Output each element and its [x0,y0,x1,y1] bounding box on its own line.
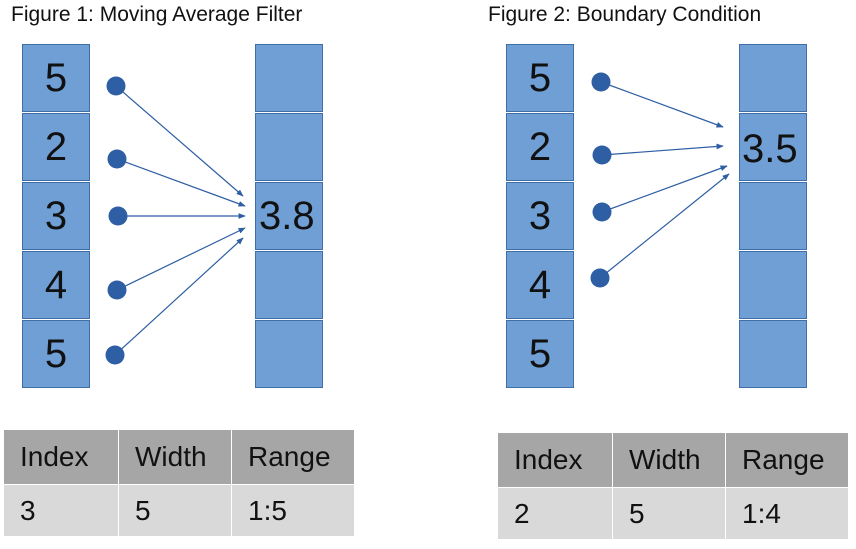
table-cell: 1:4 [725,487,849,540]
table-cell: 5 [118,484,232,537]
table-header-cell: Index [3,429,119,485]
figure2-output-cell [739,251,807,319]
source-dot [592,202,612,222]
arrow [114,237,244,356]
arrow [601,165,728,213]
table-cell: 5 [612,487,726,540]
table-header-cell: Index [497,432,613,488]
figure1-output-value: 3.8 [259,194,315,238]
arrow [116,158,246,207]
arrow [600,81,724,128]
figure2-output-cell [739,113,807,181]
figure2-title: Figure 2: Boundary Condition [488,3,762,26]
figure2-input-cell: 2 [506,113,574,181]
source-dot [591,72,611,92]
table-header-cell: Range [231,429,355,485]
source-dot [590,268,610,288]
figure1-input-cell: 3 [22,182,90,250]
figure1-input-cell: 5 [22,44,90,112]
figure2-input-cell: 3 [506,182,574,250]
figure1-table: Index Width Range 3 5 1:5 [3,429,355,537]
figure2-output-value: 3.5 [742,127,798,171]
figure1-input-cell: 2 [22,113,90,181]
table-header-cell: Range [725,432,849,488]
figure2-input-cell: 5 [506,44,574,112]
figure1-arrows [105,76,246,365]
table-cell: 3 [3,484,119,537]
figure2-output-cell [739,44,807,112]
table-cell: 1:5 [231,484,355,537]
source-dot [106,76,126,96]
figure2-table: Index Width Range 2 5 1:4 [497,432,849,540]
table-header-cell: Width [118,429,232,485]
arrow [601,143,724,156]
figure1-title: Figure 1: Moving Average Filter [11,3,303,26]
source-dot [592,145,612,165]
figure2-input-cell: 5 [506,320,574,388]
table-header-cell: Width [612,432,726,488]
table-header-row: Index Width Range [3,429,355,485]
source-dot [108,206,128,226]
table-cell: 2 [497,487,613,540]
figure1-output-cell [255,44,323,112]
arrow [115,85,244,197]
source-dot [107,149,127,169]
source-dot [105,345,125,365]
figure2-output-cell [739,320,807,388]
figure1-output-cell [255,320,323,388]
figure1-output-cell [255,182,323,250]
figure1-output-cell [255,113,323,181]
arrow [116,227,246,291]
source-dot [107,280,127,300]
figure2-input-cell: 4 [506,251,574,319]
arrow [599,173,730,279]
table-header-row: Index Width Range [497,432,849,488]
figure2-arrows [590,72,730,288]
figure2-output-cell [739,182,807,250]
table-row: 2 5 1:4 [497,487,849,540]
table-row: 3 5 1:5 [3,484,355,537]
figure1-input-cell: 5 [22,320,90,388]
figure1-output-cell [255,251,323,319]
figure1-input-cell: 4 [22,251,90,319]
